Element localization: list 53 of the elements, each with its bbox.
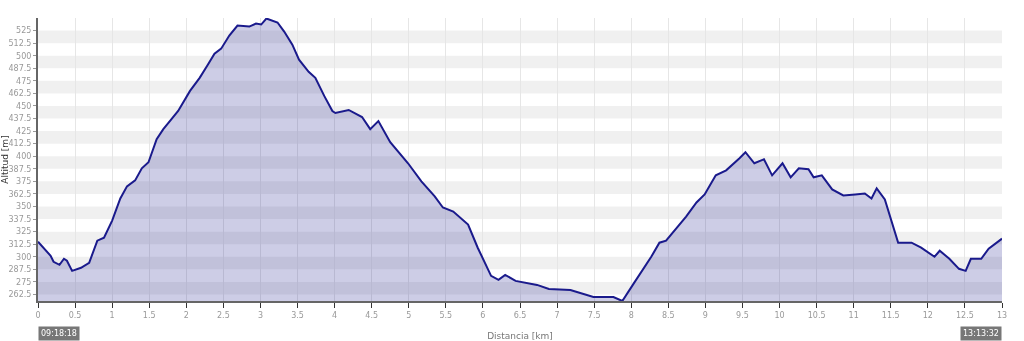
y-tick-label: 350 [16, 202, 32, 212]
x-tick-label: 13 [996, 310, 1008, 320]
x-tick-label: 7 [554, 310, 560, 320]
x-tick-label: 6 [480, 310, 486, 320]
x-tick-label: 1.5 [142, 310, 156, 320]
x-tick-label: 10.5 [807, 310, 826, 320]
x-tick-label: 1 [109, 310, 115, 320]
x-tick-label: 8 [628, 310, 634, 320]
x-tick-label: 4 [332, 310, 338, 320]
x-tick-label: 12.5 [956, 310, 974, 320]
y-tick-label: 275 [16, 277, 32, 287]
x-tick-label: 6.5 [513, 310, 527, 320]
x-tick-label: 4.5 [365, 310, 379, 320]
x-tick-label: 7.5 [587, 310, 601, 320]
x-tick-label: 11 [848, 310, 859, 320]
x-tick-label: 5 [406, 310, 412, 320]
x-tick-label: 0.5 [68, 310, 82, 320]
x-tick-label: 3.5 [291, 310, 304, 320]
y-tick-label: 462.5 [8, 89, 32, 99]
x-tick-label: 3 [257, 310, 264, 320]
x-tick-label: 0 [35, 310, 41, 320]
y-tick-label: 325 [16, 227, 32, 237]
x-tick-label: 8.5 [661, 310, 675, 320]
y-tick-label: 450 [16, 101, 32, 111]
y-tick-label: 287.5 [8, 265, 32, 275]
y-tick-label: 525 [16, 26, 32, 36]
y-tick-label: 437.5 [8, 114, 32, 124]
y-tick-label: 512.5 [8, 38, 32, 48]
x-tick-label: 12 [922, 310, 933, 320]
y-tick-label: 400 [16, 152, 32, 162]
y-tick-label: 487.5 [8, 64, 32, 74]
y-tick-label: 475 [16, 76, 32, 86]
y-tick-label: 300 [16, 252, 32, 262]
text: 13:13:32 [963, 329, 999, 338]
y-tick-label: 412.5 [8, 139, 32, 149]
y-tick-label: 375 [16, 177, 32, 187]
y-tick-label: 312.5 [8, 240, 32, 249]
x-tick-label: 2 [183, 310, 189, 320]
y-tick-label: 362.5 [8, 189, 32, 199]
x-tick-label: 9 [702, 310, 708, 320]
y-tick-label: 500 [16, 51, 32, 61]
y-tick-label: 425 [16, 126, 32, 136]
x-axis-title: Distancia [km] [487, 330, 553, 341]
text: 09:18:18 [41, 329, 77, 338]
x-tick-label: 2.5 [217, 310, 230, 320]
y-tick-label: 337.5 [8, 214, 32, 224]
y-tick-label: 262.5 [8, 290, 32, 300]
y-tick-label: 387.5 [8, 164, 32, 174]
x-tick-label: 10 [774, 310, 785, 320]
x-tick-label: 5.5 [439, 310, 453, 320]
y-axis-title: Altitud [m] [0, 135, 10, 184]
x-tick-label: 11.5 [881, 310, 900, 320]
x-tick-label: 9.5 [736, 310, 749, 320]
